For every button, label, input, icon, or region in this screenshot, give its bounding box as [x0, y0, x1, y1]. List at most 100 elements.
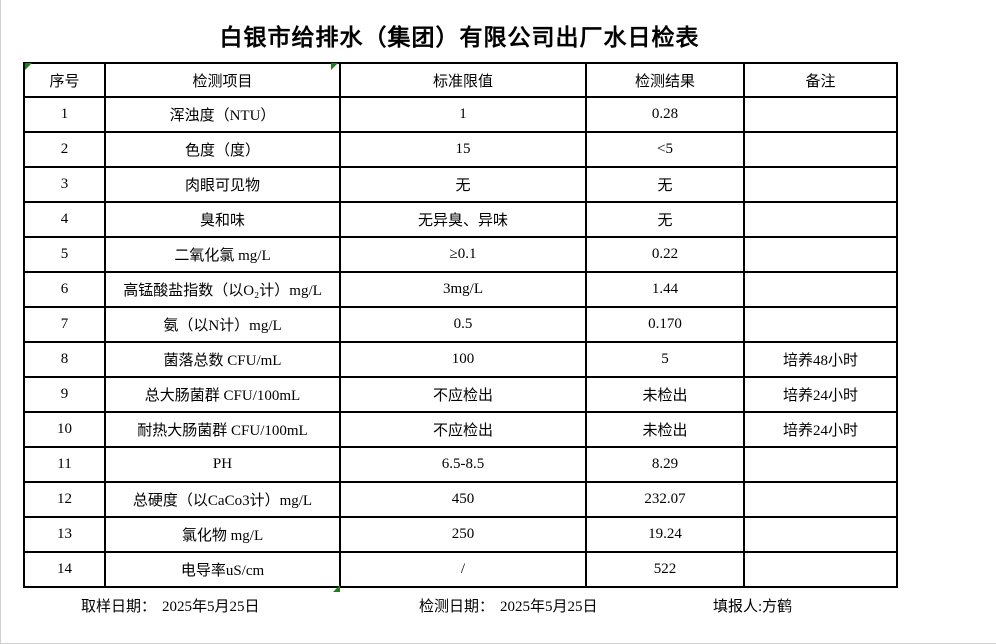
cell-note	[743, 166, 898, 203]
table-row: 1 浑浊度（NTU） 1 0.28	[23, 96, 898, 133]
footer: 取样日期： 2025年5月25日 检测日期： 2025年5月25日 填报人:方鹤	[1, 595, 996, 619]
table-row: 10 耐热大肠菌群 CFU/100mL 不应检出 未检出 培养24小时	[23, 411, 898, 448]
reporter: 填报人:方鹤	[713, 595, 792, 616]
table-row: 5 二氧化氯 mg/L ≥0.1 0.22	[23, 236, 898, 273]
cell-limit: 不应检出	[339, 376, 587, 413]
green-corner-marker	[25, 63, 32, 70]
cell-note	[743, 516, 898, 553]
cell-no: 4	[23, 201, 106, 238]
cell-item: 电导率uS/cm	[104, 551, 341, 588]
cell-limit: ≥0.1	[339, 236, 587, 273]
cell-limit: 无异臭、异味	[339, 201, 587, 238]
cell-limit: 不应检出	[339, 411, 587, 448]
cell-item: 氨（以N计）mg/L	[104, 306, 341, 343]
cell-result: 未检出	[585, 411, 745, 448]
cell-note	[743, 201, 898, 238]
cell-note	[743, 481, 898, 518]
sampling-date-value: 2025年5月25日	[162, 599, 260, 615]
header-no: 序号	[23, 62, 106, 98]
daily-inspection-table: 序号 检测项目 标准限值 检测结果 备注 1 浑浊度（NTU） 1 0.28 2 色度（度…	[23, 62, 898, 588]
cell-result: 0.170	[585, 306, 745, 343]
cell-result: 1.44	[585, 271, 745, 308]
cell-result: 无	[585, 166, 745, 203]
cell-result: 8.29	[585, 446, 745, 483]
table-body: 1 浑浊度（NTU） 1 0.28 2 色度（度） 15 <5 3 肉眼可见物无无 4 臭和味 无异臭、…	[23, 96, 898, 588]
cell-result: 未检出	[585, 376, 745, 413]
cell-item: 高锰酸盐指数（以O₂计）mg/L	[104, 271, 341, 308]
cell-item: 总大肠菌群 CFU/100mL	[104, 376, 341, 413]
test-date-value: 2025年5月25日	[500, 599, 598, 615]
cell-limit: /	[339, 551, 587, 588]
table-row: 4 臭和味 无异臭、异味无	[23, 201, 898, 238]
cell-result: 522	[585, 551, 745, 588]
cell-no: 10	[23, 411, 106, 448]
cell-item: 耐热大肠菌群 CFU/100mL	[104, 411, 341, 448]
table-row: 13 氯化物 mg/L 250 19.24	[23, 516, 898, 553]
cell-no: 1	[23, 96, 106, 133]
table-header: 序号 检测项目 标准限值 检测结果 备注	[23, 62, 898, 98]
table-row: 2 色度（度） 15 <5	[23, 131, 898, 168]
cell-note	[743, 131, 898, 168]
header-item: 检测项目	[104, 62, 341, 98]
cell-limit: 6.5-8.5	[339, 446, 587, 483]
cell-limit: 0.5	[339, 306, 587, 343]
cell-no: 12	[23, 481, 106, 518]
cell-limit: 1	[339, 96, 587, 133]
cell-limit: 15	[339, 131, 587, 168]
sampling-date-label: 取样日期：	[81, 599, 157, 615]
cell-no: 6	[23, 271, 106, 308]
cell-limit: 3mg/L	[339, 271, 587, 308]
cell-item: 氯化物 mg/L	[104, 516, 341, 553]
table-row: 6 高锰酸盐指数（以O₂计）mg/L 3mg/L 1.44	[23, 271, 898, 308]
cell-note	[743, 306, 898, 343]
cell-no: 5	[23, 236, 106, 273]
cell-result: 无	[585, 201, 745, 238]
cell-no: 14	[23, 551, 106, 588]
cell-no: 3	[23, 166, 106, 203]
cell-no: 8	[23, 341, 106, 378]
green-corner-marker	[333, 585, 340, 592]
header-result: 检测结果	[585, 62, 745, 98]
cell-limit: 无	[339, 166, 587, 203]
cell-item: 肉眼可见物	[104, 166, 341, 203]
cell-note: 培养48小时	[743, 341, 898, 378]
table-row: 12 总硬度（以CaCo3计）mg/L 450 232.07	[23, 481, 898, 518]
cell-item: 菌落总数 CFU/mL	[104, 341, 341, 378]
cell-limit: 100	[339, 341, 587, 378]
cell-limit: 250	[339, 516, 587, 553]
table-row: 3 肉眼可见物无无	[23, 166, 898, 203]
cell-limit: 450	[339, 481, 587, 518]
cell-result: 0.22	[585, 236, 745, 273]
page-title: 白银市给排水（集团）有限公司出厂水日检表	[219, 25, 700, 50]
cell-item: 浑浊度（NTU）	[104, 96, 341, 133]
cell-no: 7	[23, 306, 106, 343]
table-row: 9 总大肠菌群 CFU/100mL 不应检出 未检出 培养24小时	[23, 376, 898, 413]
cell-note	[743, 236, 898, 273]
table-row: 7 氨（以N计）mg/L 0.5 0.170	[23, 306, 898, 343]
header-note: 备注	[743, 62, 898, 98]
cell-item: 总硬度（以CaCo3计）mg/L	[104, 481, 341, 518]
sampling-date: 取样日期： 2025年5月25日	[81, 595, 260, 616]
cell-note: 培养24小时	[743, 376, 898, 413]
cell-item: 臭和味	[104, 201, 341, 238]
cell-item: PH	[104, 446, 341, 483]
header-row: 序号 检测项目 标准限值 检测结果 备注	[23, 62, 898, 98]
test-date: 检测日期： 2025年5月25日	[419, 595, 598, 616]
cell-note: 培养24小时	[743, 411, 898, 448]
cell-result: 0.28	[585, 96, 745, 133]
table-row: 11 PH 6.5-8.5 8.29	[23, 446, 898, 483]
table-row: 14 电导率uS/cm/522	[23, 551, 898, 588]
cell-no: 13	[23, 516, 106, 553]
cell-note	[743, 551, 898, 588]
reporter-value: 方鹤	[762, 599, 793, 615]
green-corner-marker	[331, 63, 338, 70]
cell-item: 色度（度）	[104, 131, 341, 168]
cell-note	[743, 96, 898, 133]
cell-result: 19.24	[585, 516, 745, 553]
cell-result: 232.07	[585, 481, 745, 518]
cell-note	[743, 271, 898, 308]
cell-result: 5	[585, 341, 745, 378]
test-date-label: 检测日期：	[419, 599, 495, 615]
cell-no: 9	[23, 376, 106, 413]
